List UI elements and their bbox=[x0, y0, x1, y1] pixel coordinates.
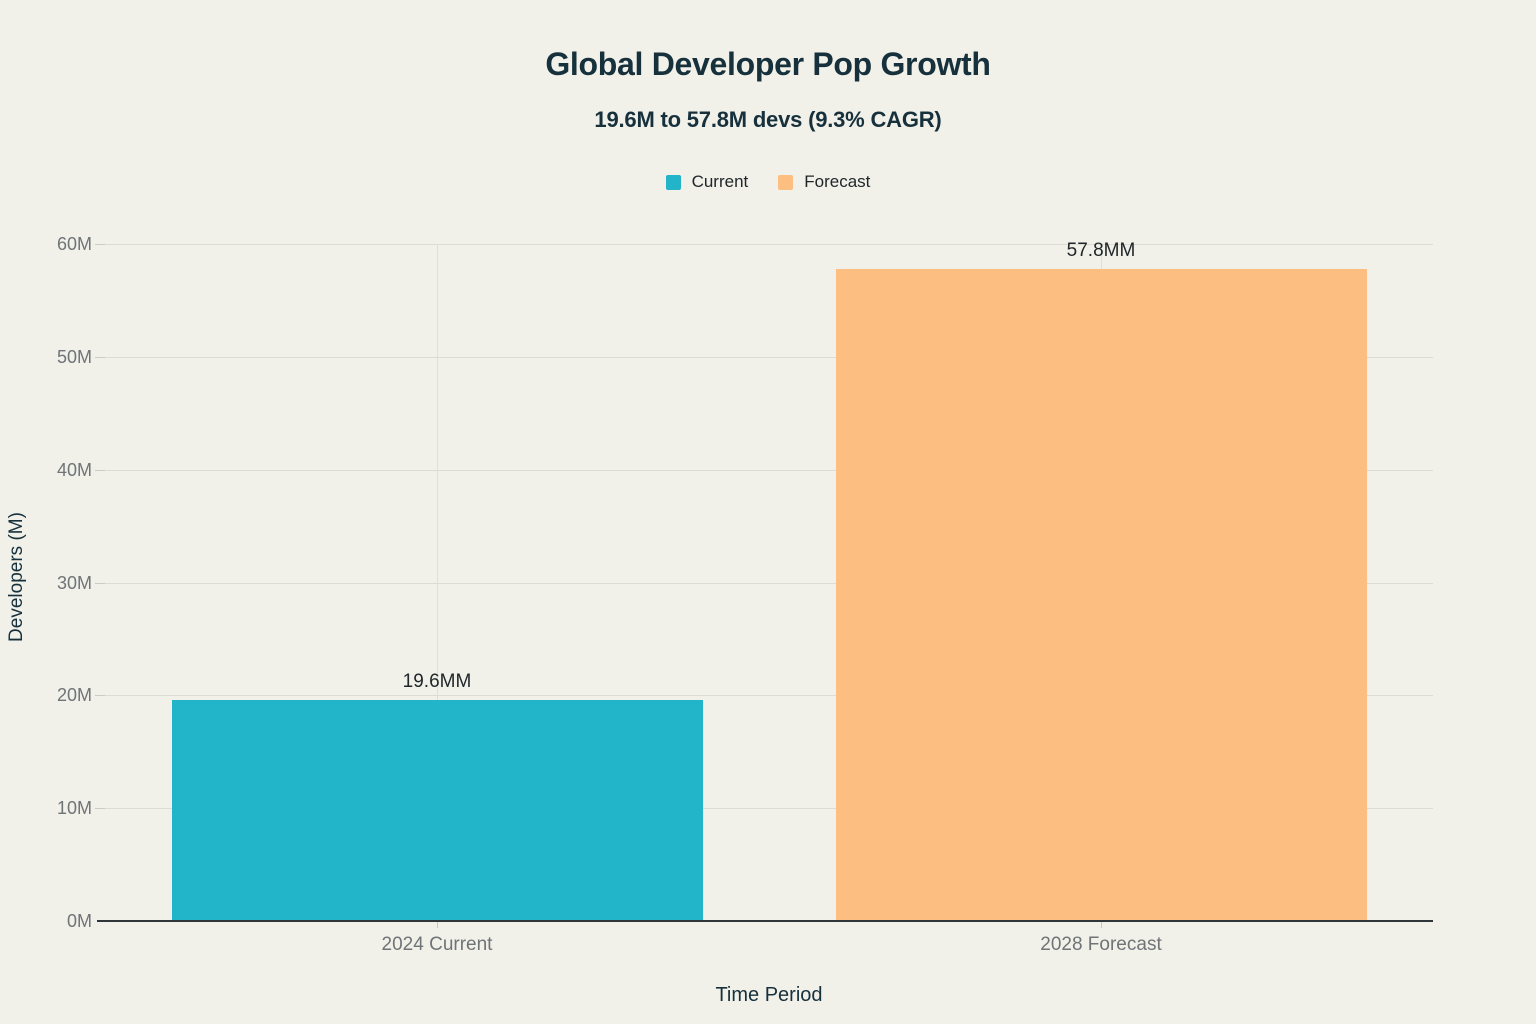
legend-item-current[interactable]: Current bbox=[665, 172, 749, 192]
y-tick-mark bbox=[95, 244, 105, 245]
y-gridline bbox=[105, 695, 1433, 696]
legend-swatch-current-icon bbox=[665, 174, 681, 190]
bar-value-label: 19.6MM bbox=[402, 671, 472, 692]
y-tick-label: 0M bbox=[66, 911, 92, 931]
y-tick-mark bbox=[95, 470, 105, 471]
y-gridline bbox=[105, 357, 1433, 358]
y-gridline bbox=[105, 808, 1433, 809]
y-tick-label: 10M bbox=[56, 798, 92, 818]
y-tick-label: 20M bbox=[56, 685, 92, 705]
y-gridline bbox=[105, 470, 1433, 471]
legend: Current Forecast bbox=[0, 172, 1536, 192]
x-tick-mark bbox=[1101, 922, 1102, 928]
y-gridline bbox=[105, 244, 1433, 245]
x-tick-mark bbox=[437, 922, 438, 928]
chart-subtitle: 19.6M to 57.8M devs (9.3% CAGR) bbox=[594, 107, 942, 132]
x-category-label: 2024 Current bbox=[381, 934, 493, 955]
y-tick-label: 30M bbox=[56, 573, 92, 593]
y-tick-mark bbox=[95, 695, 105, 696]
legend-item-forecast[interactable]: Forecast bbox=[778, 172, 870, 192]
x-axis-line bbox=[97, 920, 1433, 922]
bar-2024-current[interactable] bbox=[172, 700, 703, 921]
x-gridline bbox=[437, 244, 438, 921]
x-category-label: 2028 Forecast bbox=[1040, 934, 1162, 955]
y-tick-mark bbox=[95, 808, 105, 809]
bar-2028-forecast[interactable] bbox=[836, 269, 1367, 921]
y-tick-label: 40M bbox=[56, 460, 92, 480]
chart-title: Global Developer Pop Growth bbox=[545, 46, 991, 82]
x-axis-title: Time Period bbox=[715, 984, 823, 1006]
legend-swatch-forecast-icon bbox=[778, 174, 794, 190]
y-tick-label: 50M bbox=[56, 347, 92, 367]
legend-label-forecast: Forecast bbox=[804, 172, 871, 191]
y-gridline bbox=[105, 583, 1433, 584]
legend-label-current: Current bbox=[691, 172, 749, 191]
y-tick-mark bbox=[95, 357, 105, 358]
y-tick-label: 60M bbox=[56, 234, 92, 254]
y-tick-mark bbox=[95, 583, 105, 584]
bar-value-label: 57.8MM bbox=[1066, 240, 1136, 261]
